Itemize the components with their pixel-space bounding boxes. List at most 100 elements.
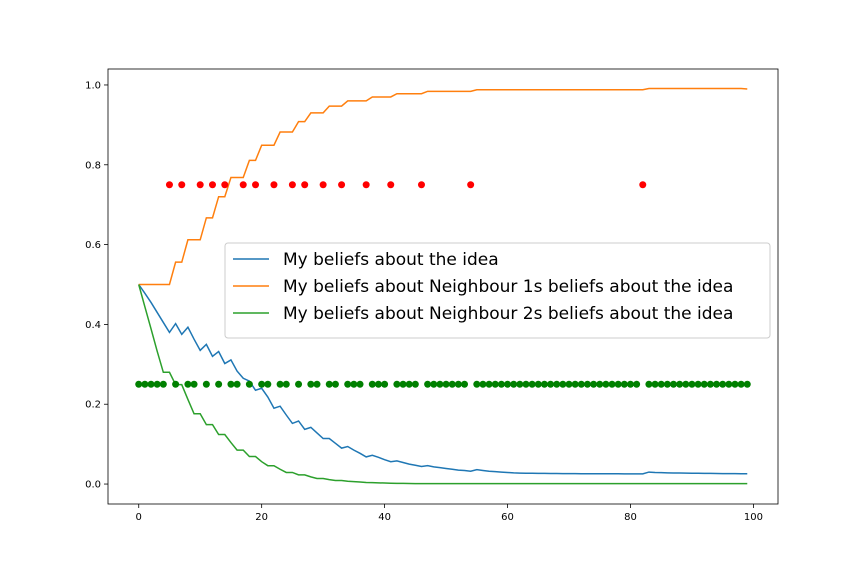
- x-tick-label: 80: [624, 512, 637, 523]
- x-tick-label: 20: [255, 512, 268, 523]
- scatter-series-1: [165, 181, 647, 189]
- scatter-point: [442, 380, 450, 388]
- scatter-point: [510, 380, 518, 388]
- scatter-point: [534, 380, 542, 388]
- scatter-point: [657, 380, 665, 388]
- legend-box: [224, 242, 771, 339]
- scatter-point: [221, 181, 229, 189]
- y-tick-label: 0.4: [85, 320, 101, 331]
- scatter-point: [565, 380, 573, 388]
- scatter-point: [344, 380, 352, 388]
- scatter-point: [571, 380, 579, 388]
- scatter-point: [325, 380, 333, 388]
- scatter-point: [614, 380, 622, 388]
- scatter-point: [141, 380, 149, 388]
- scatter-point: [196, 181, 204, 189]
- scatter-point: [153, 380, 161, 388]
- scatter-point: [209, 181, 216, 189]
- scatter-point: [374, 380, 382, 388]
- scatter-point: [368, 380, 376, 388]
- series-line-3: [138, 284, 748, 485]
- scatter-point: [713, 380, 721, 388]
- scatter-point: [626, 380, 634, 388]
- scatter-point: [190, 380, 198, 388]
- scatter-point: [165, 181, 173, 189]
- scatter-point: [731, 380, 739, 388]
- scatter-point: [245, 380, 253, 388]
- scatter-point: [676, 380, 684, 388]
- series-line-1: [138, 284, 748, 475]
- x-tick-label: 0: [136, 512, 142, 523]
- legend-label: My beliefs about the idea: [283, 250, 499, 270]
- scatter-point: [663, 380, 671, 388]
- scatter-point: [577, 380, 585, 388]
- scatter-point: [295, 380, 303, 388]
- scatter-point: [467, 181, 475, 189]
- scatter-point: [596, 380, 604, 388]
- scatter-point: [381, 380, 389, 388]
- scatter-point: [184, 380, 192, 388]
- x-tick-label: 60: [501, 512, 514, 523]
- scatter-point: [620, 380, 628, 388]
- plot-area: [135, 87, 751, 485]
- scatter-point: [172, 380, 180, 388]
- scatter-point: [282, 380, 290, 388]
- scatter-point: [504, 380, 512, 388]
- scatter-point: [307, 380, 315, 388]
- scatter-point: [424, 380, 432, 388]
- scatter-point: [516, 380, 524, 388]
- scatter-point: [362, 181, 370, 189]
- scatter-point: [454, 380, 462, 388]
- legend-label: My beliefs about Neighbour 2s beliefs ab…: [283, 304, 733, 324]
- scatter-point: [215, 380, 223, 388]
- scatter-series-2: [135, 380, 751, 388]
- x-tick-label: 100: [744, 512, 763, 523]
- scatter-point: [356, 380, 364, 388]
- scatter-point: [436, 380, 444, 388]
- scatter-point: [147, 380, 155, 388]
- scatter-point: [258, 380, 266, 388]
- scatter-point: [491, 380, 499, 388]
- scatter-point: [682, 380, 690, 388]
- scatter-point: [276, 380, 284, 388]
- scatter-point: [651, 380, 659, 388]
- scatter-point: [645, 380, 653, 388]
- y-tick-label: 0.2: [85, 400, 101, 411]
- scatter-point: [319, 181, 327, 189]
- scatter-point: [178, 181, 186, 189]
- scatter-point: [313, 380, 321, 388]
- scatter-point: [540, 380, 548, 388]
- scatter-point: [473, 380, 481, 388]
- scatter-point: [448, 380, 456, 388]
- series-line-2: [138, 87, 748, 286]
- scatter-point: [547, 380, 555, 388]
- scatter-point: [405, 380, 413, 388]
- scatter-point: [694, 380, 702, 388]
- scatter-point: [743, 380, 751, 388]
- y-tick-label: 1.0: [85, 80, 101, 91]
- scatter-point: [159, 380, 167, 388]
- scatter-point: [559, 380, 567, 388]
- legend: My beliefs about the idea My beliefs abou…: [224, 242, 771, 339]
- scatter-point: [270, 181, 278, 189]
- scatter-point: [725, 380, 733, 388]
- scatter-point: [331, 380, 339, 388]
- scatter-point: [479, 380, 487, 388]
- scatter-point: [135, 380, 143, 388]
- scatter-point: [700, 380, 708, 388]
- scatter-point: [553, 380, 561, 388]
- legend-label: My beliefs about Neighbour 1s beliefs ab…: [283, 277, 733, 297]
- axes-frame: [107, 68, 779, 505]
- y-tick-label: 0.0: [85, 480, 101, 491]
- y-tick-label: 0.8: [85, 160, 101, 171]
- scatter-point: [288, 181, 296, 189]
- scatter-point: [670, 380, 677, 388]
- scatter-point: [706, 380, 714, 388]
- scatter-point: [737, 380, 745, 388]
- scatter-point: [719, 380, 727, 388]
- scatter-point: [411, 380, 419, 388]
- scatter-point: [387, 181, 395, 189]
- scatter-point: [688, 380, 696, 388]
- scatter-point: [633, 380, 641, 388]
